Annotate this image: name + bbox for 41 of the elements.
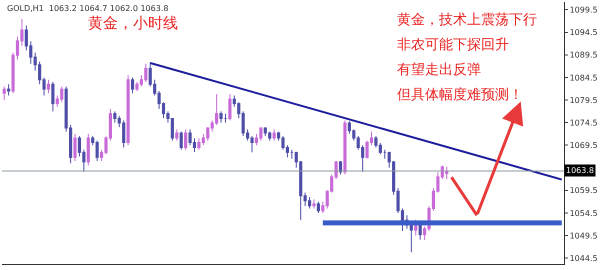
candlestick: [46, 79, 50, 94]
annotation: GOLD,H1 1063.2 1064.7 1062.0 1063.8: [7, 4, 168, 13]
candlestick: [175, 128, 178, 142]
y-tick-label: 1054.5: [570, 208, 598, 218]
candlestick: [418, 224, 422, 240]
annotation: 有望走出反弹: [397, 62, 481, 78]
text: 黄金，小时线: [88, 14, 178, 32]
candlestick: [308, 196, 312, 209]
candlestick: [343, 120, 347, 176]
annotation: 但具体幅度难预测！: [397, 87, 523, 103]
y-tick-label: 1044.5: [570, 254, 598, 263]
candlestick: [126, 74, 130, 146]
y-tick-label: 1094.5: [570, 28, 598, 38]
candlestick: [180, 131, 183, 150]
y-tick-label: 1074.5: [570, 118, 598, 128]
ref-line-label: 1063.8: [566, 166, 594, 175]
candlestick: [228, 94, 232, 121]
y-tick-label: 1049.5: [570, 231, 598, 240]
candlestick: [144, 63, 148, 82]
candlestick: [259, 126, 262, 142]
y-tick-label: 1059.5: [570, 186, 598, 196]
y-tick-label: 1089.5: [570, 50, 598, 60]
candlestick: [130, 76, 134, 94]
candlestick: [86, 133, 90, 166]
candlestick: [312, 198, 316, 209]
candlestick: [73, 133, 77, 162]
y-tick-label: 1099.5: [570, 5, 598, 14]
y-tick-label: 1069.5: [570, 141, 598, 150]
candlestick: [7, 84, 10, 96]
candlestick: [2, 86, 6, 101]
y-tick-label: 1079.5: [570, 96, 598, 105]
candlestick: [184, 128, 188, 150]
annotation: 黄金，技术上震荡下行: [397, 12, 537, 28]
y-tick-label: 1084.5: [570, 73, 598, 82]
candlestick: [197, 138, 201, 150]
candlestick: [272, 128, 276, 142]
candlestick: [219, 110, 223, 124]
candlestick: [51, 81, 54, 112]
candlestick: [316, 201, 320, 214]
annotation: 非农可能下探回升: [397, 37, 509, 53]
candlestick: [224, 113, 228, 124]
